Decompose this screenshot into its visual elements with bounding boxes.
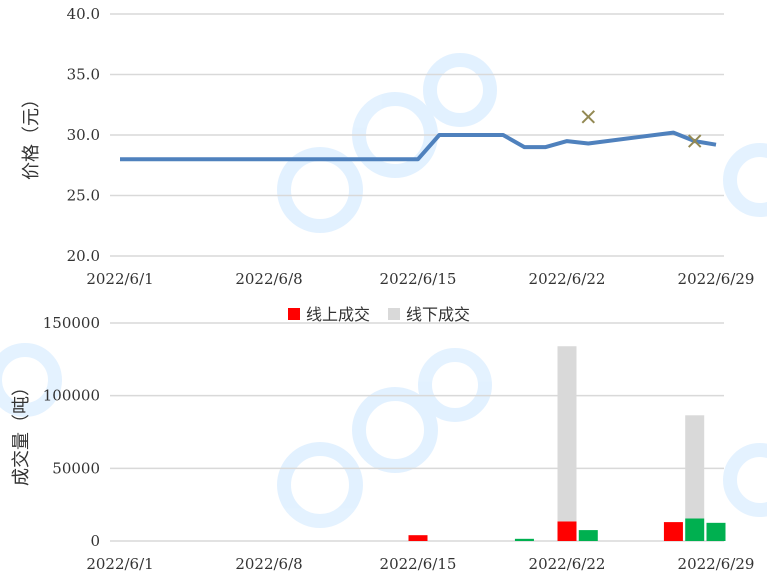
- price-x-tick-labels: 2022/6/1 2022/6/8 2022/6/15 2022/6/22 2022/6…: [86, 270, 754, 288]
- volume-bar-online: [685, 518, 705, 541]
- price-marker: [581, 110, 595, 124]
- volume-y-tick-label: 150000: [43, 314, 100, 332]
- volume-gridlines: [110, 322, 724, 542]
- volume-x-tick-label: 2022/6/8: [235, 555, 302, 573]
- price-y-tick-label: 40.0: [67, 5, 100, 23]
- volume-y-axis-label: 成交量（吨）: [11, 378, 32, 486]
- price-x-tick-label: 2022/6/22: [529, 270, 606, 288]
- price-marker: [688, 134, 702, 148]
- price-y-tick-label: 30.0: [67, 126, 100, 144]
- price-x-tick-label: 2022/6/1: [86, 270, 153, 288]
- volume-x-tick-label: 2022/6/1: [86, 555, 153, 573]
- price-y-tick-label: 25.0: [67, 187, 100, 205]
- legend-swatch-online: [288, 308, 300, 320]
- legend-label-offline: 线下成交: [406, 305, 470, 324]
- volume-y-tick-label: 0: [90, 532, 100, 550]
- volume-bar-online: [514, 538, 534, 541]
- volume-x-tick-label: 2022/6/29: [678, 555, 755, 573]
- volume-bar-offline: [685, 415, 705, 519]
- volume-bar-online: [557, 521, 577, 541]
- volume-x-tick-label: 2022/6/22: [529, 555, 606, 573]
- watermark: [0, 53, 767, 528]
- price-x-tick-label: 2022/6/15: [380, 270, 457, 288]
- volume-bar-online: [578, 530, 598, 541]
- volume-y-tick-label: 100000: [43, 387, 100, 405]
- legend-swatch-offline: [388, 308, 400, 320]
- volume-x-tick-label: 2022/6/15: [380, 555, 457, 573]
- volume-y-tick-label: 50000: [52, 459, 100, 477]
- price-series-line: [120, 130, 717, 162]
- price-y-axis-label: 价格（元）: [21, 90, 42, 180]
- volume-bar-online: [663, 522, 683, 541]
- price-x-tick-label: 2022/6/29: [678, 270, 755, 288]
- legend-label-online: 线上成交: [306, 305, 370, 324]
- price-gridlines: [110, 13, 724, 257]
- price-line-chart: 20.025.030.035.040.0 2022/6/1 2022/6/8 202…: [21, 5, 754, 288]
- volume-y-tick-labels: 0 50000 100000 150000: [43, 314, 100, 550]
- volume-bars: [408, 346, 726, 541]
- price-y-tick-label: 35.0: [67, 66, 100, 84]
- volume-x-tick-labels: 2022/6/1 2022/6/8 2022/6/15 2022/6/22 2022/6…: [86, 555, 754, 573]
- price-y-tick-label: 20.0: [67, 247, 100, 265]
- price-x-tick-label: 2022/6/8: [235, 270, 302, 288]
- volume-bar-online: [706, 522, 726, 541]
- price-markers: [581, 110, 702, 148]
- volume-legend: 线上成交 线下成交: [288, 305, 470, 324]
- volume-bar-offline: [557, 346, 577, 522]
- price-y-tick-labels: 20.0 25.0 30.0 35.0 40.0: [67, 5, 100, 265]
- volume-bar-online: [408, 535, 428, 541]
